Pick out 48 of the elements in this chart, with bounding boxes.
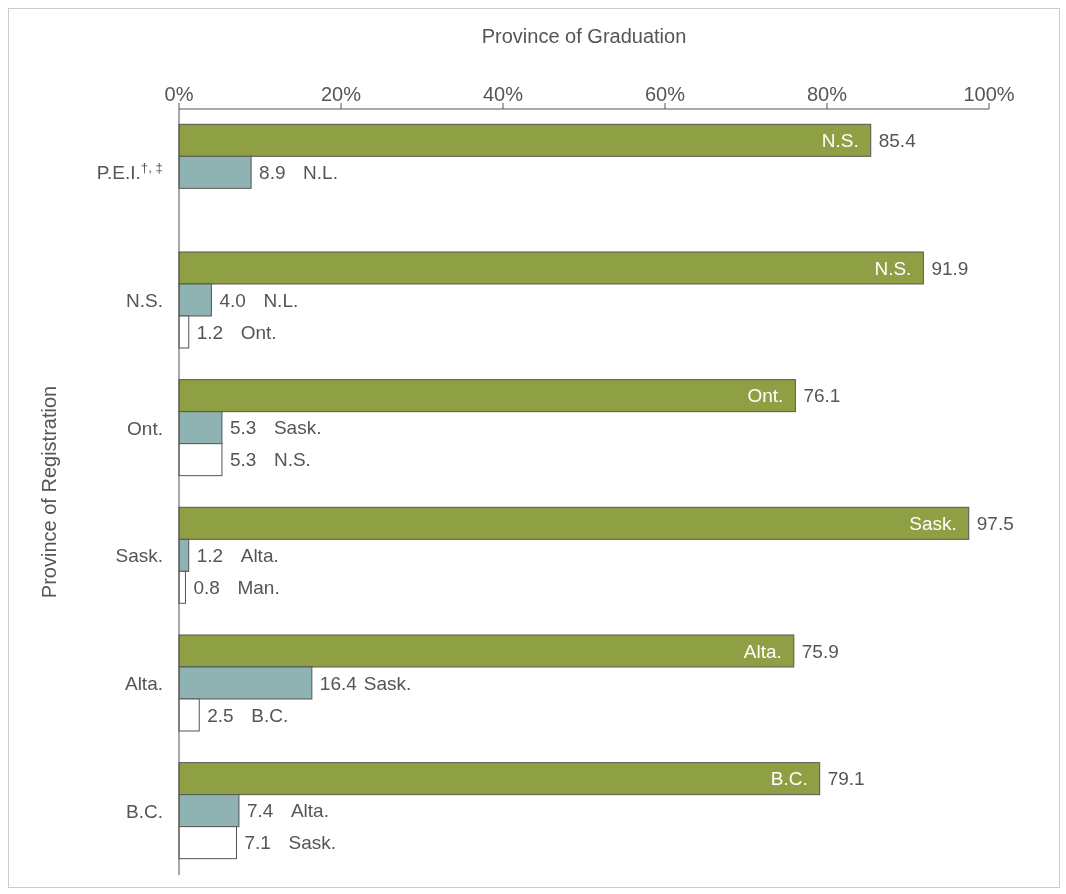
data-label: 76.1 <box>803 385 841 407</box>
y-tick-label: N.S. <box>126 290 163 312</box>
annotation: Alta. <box>743 640 782 662</box>
annotation: Sask. <box>273 417 322 439</box>
data-label: 8.9 <box>259 161 286 183</box>
annotation: Sask. <box>909 512 957 534</box>
data-label: 2.5 <box>207 704 234 726</box>
annotation: B.C. <box>251 704 289 726</box>
data-label: 85.4 <box>878 129 917 151</box>
y-axis-title: Province of Registration <box>38 385 61 599</box>
y-tick-label: B.C. <box>126 800 163 822</box>
annotation: Ont. <box>747 385 784 407</box>
annotation: Sask. <box>288 832 337 854</box>
x-tick-label: 20% <box>320 83 362 105</box>
data-label: 16.4 <box>319 672 358 694</box>
data-label: 1.2 <box>196 544 224 566</box>
x-tick-label: 60% <box>644 83 686 105</box>
data-label: 7.1 <box>244 832 271 854</box>
y-tick-label: Sask. <box>115 545 163 567</box>
x-tick-label: 0% <box>164 83 194 105</box>
x-tick-label: 100% <box>963 83 1015 105</box>
data-label: 5.3 <box>229 449 257 471</box>
annotation: N.L. <box>263 289 299 311</box>
annotation: B.C. <box>770 768 808 790</box>
annotation: Alta. <box>290 800 329 822</box>
x-tick-label: 80% <box>806 83 848 105</box>
annotation: N.L. <box>303 161 338 183</box>
annotation: Ont. <box>240 321 277 343</box>
data-label: 75.9 <box>801 640 839 662</box>
annotation: Alta. <box>240 544 279 566</box>
data-label: 91.9 <box>931 257 969 279</box>
x-axis-title: Province of Graduation <box>481 25 687 48</box>
data-label: 4.0 <box>219 289 246 311</box>
data-label: 0.8 <box>193 576 220 598</box>
annotation: N.S. <box>273 449 311 471</box>
annotation: Man. <box>237 576 280 598</box>
data-label: 79.1 <box>827 768 865 790</box>
annotation: N.S. <box>821 129 859 151</box>
annotation: Sask. <box>363 672 412 694</box>
y-tick-label: Ont. <box>127 417 163 439</box>
y-tick-label: Alta. <box>124 673 163 695</box>
y-tick-label: P.E.I.$^{†, ‡}$ <box>96 159 163 184</box>
annotation: N.S. <box>874 257 912 279</box>
data-label: 97.5 <box>976 512 1014 534</box>
x-tick-label: 40% <box>482 83 524 105</box>
data-label: 7.4 <box>246 800 274 822</box>
data-label: 1.2 <box>196 321 224 343</box>
data-label: 5.3 <box>229 417 257 439</box>
